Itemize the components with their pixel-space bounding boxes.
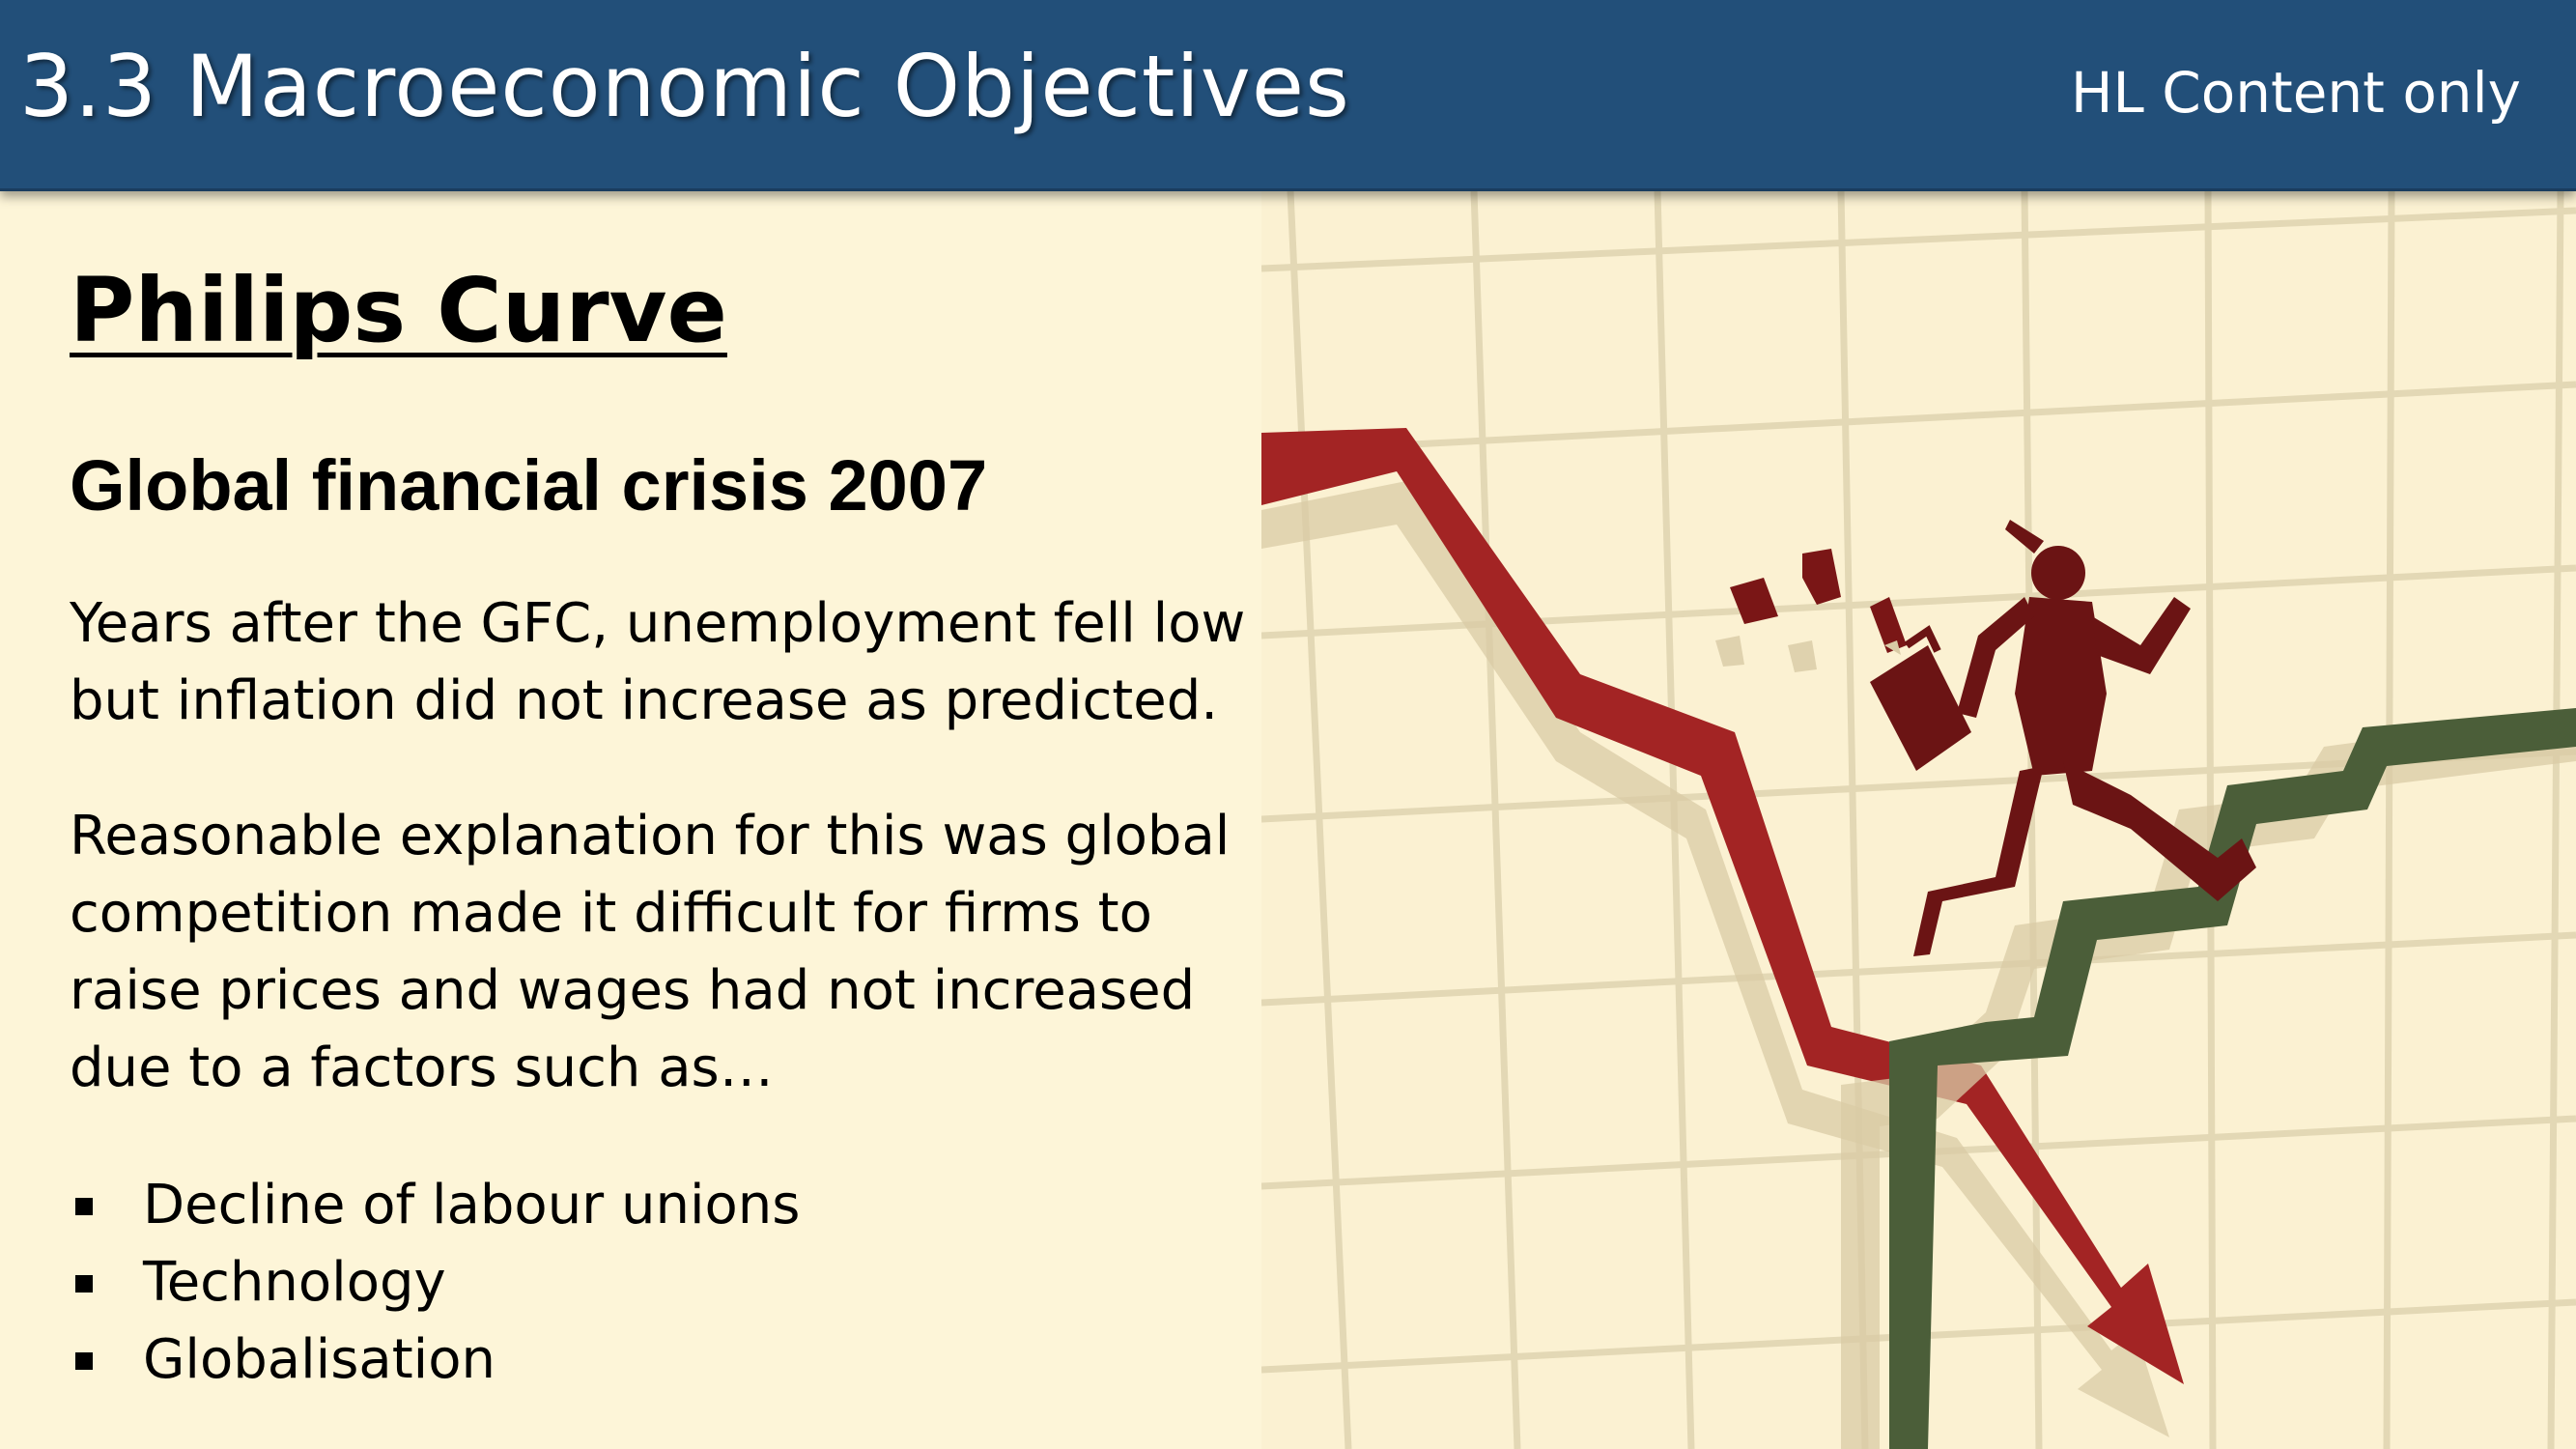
up-trend-line: [1889, 708, 2576, 1449]
paragraph-gfc: Years after the GFC, unemployment fell l…: [70, 592, 1246, 732]
bullet-square-icon: [75, 1352, 93, 1370]
list-item: Globalisation: [70, 1321, 800, 1399]
illustration-svg: [1261, 191, 2576, 1449]
list-item-label: Technology: [143, 1251, 446, 1314]
list-item-label: Globalisation: [143, 1328, 495, 1391]
list-item: Decline of labour unions: [70, 1167, 800, 1244]
section-subheading: Global financial crisis 2007: [70, 445, 988, 526]
factor-list: Decline of labour unions Technology Glob…: [70, 1167, 800, 1399]
text-panel: Philips Curve Global financial crisis 20…: [0, 191, 1260, 1449]
content-level-badge: HL Content only: [2070, 60, 2521, 126]
paragraph-explanation: Reasonable explanation for this was glob…: [70, 805, 1231, 1099]
briefcase-icon: [1870, 625, 1971, 771]
list-item: Technology: [70, 1244, 800, 1321]
falling-businessman-figure: [1913, 520, 2256, 956]
bullet-square-icon: [75, 1198, 93, 1215]
flying-papers: [1730, 549, 1907, 655]
header-bar: 3.3 Macroeconomic Objectives HL Content …: [0, 0, 2576, 191]
falling-market-illustration: [1261, 191, 2576, 1449]
bullet-square-icon: [75, 1275, 93, 1293]
section-heading: Philips Curve: [70, 259, 727, 362]
list-item-label: Decline of labour unions: [143, 1174, 801, 1236]
page-title: 3.3 Macroeconomic Objectives: [19, 37, 1350, 136]
